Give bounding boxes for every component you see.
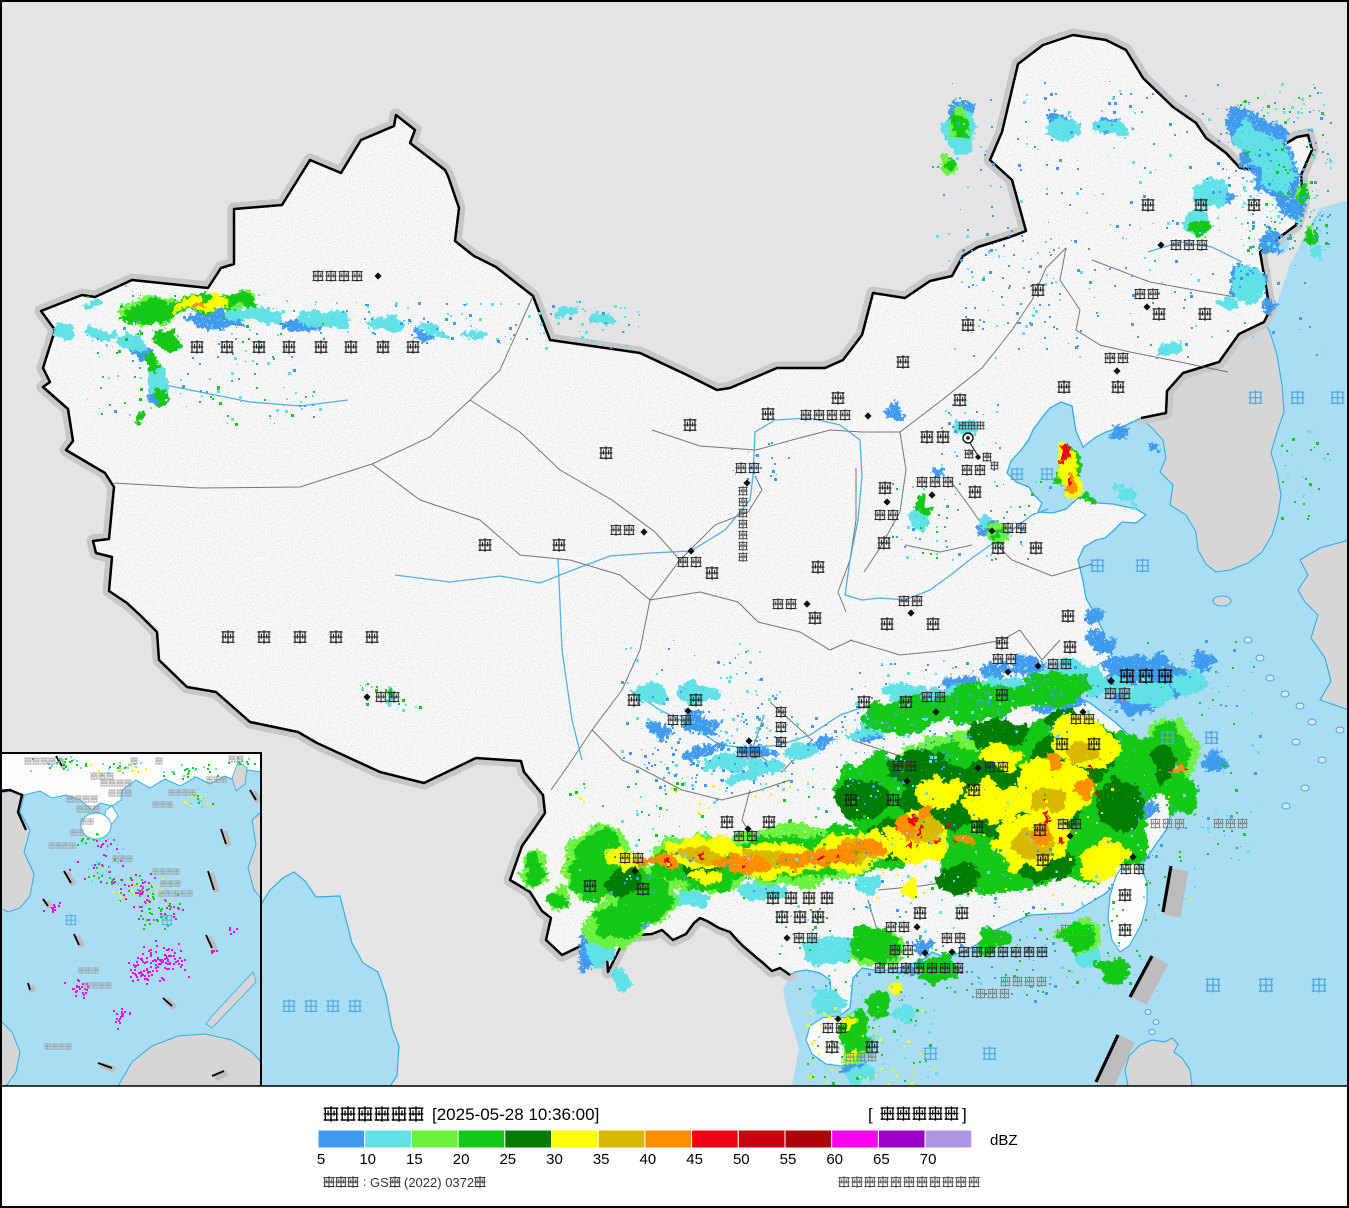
svg-text:25: 25: [499, 1151, 516, 1168]
svg-text:(2022) 0372: (2022) 0372: [404, 1175, 474, 1190]
svg-text::: :: [363, 1175, 366, 1189]
svg-text:10: 10: [359, 1151, 376, 1168]
svg-text:45: 45: [686, 1151, 703, 1168]
svg-text:20: 20: [453, 1151, 470, 1168]
svg-text:dBZ: dBZ: [990, 1132, 1018, 1149]
svg-text:[: [: [868, 1105, 873, 1124]
svg-text:GS: GS: [370, 1175, 389, 1190]
svg-text:40: 40: [640, 1151, 657, 1168]
svg-text:15: 15: [406, 1151, 423, 1168]
svg-text:5: 5: [317, 1151, 325, 1168]
svg-text:55: 55: [780, 1151, 797, 1168]
svg-text:]: ]: [962, 1105, 967, 1124]
svg-text:65: 65: [873, 1151, 890, 1168]
svg-text:30: 30: [546, 1151, 563, 1168]
svg-text:60: 60: [826, 1151, 843, 1168]
svg-text:70: 70: [920, 1151, 937, 1168]
svg-text:[2025-05-28 10:36:00]: [2025-05-28 10:36:00]: [432, 1105, 599, 1124]
svg-text:35: 35: [593, 1151, 610, 1168]
svg-text:50: 50: [733, 1151, 750, 1168]
